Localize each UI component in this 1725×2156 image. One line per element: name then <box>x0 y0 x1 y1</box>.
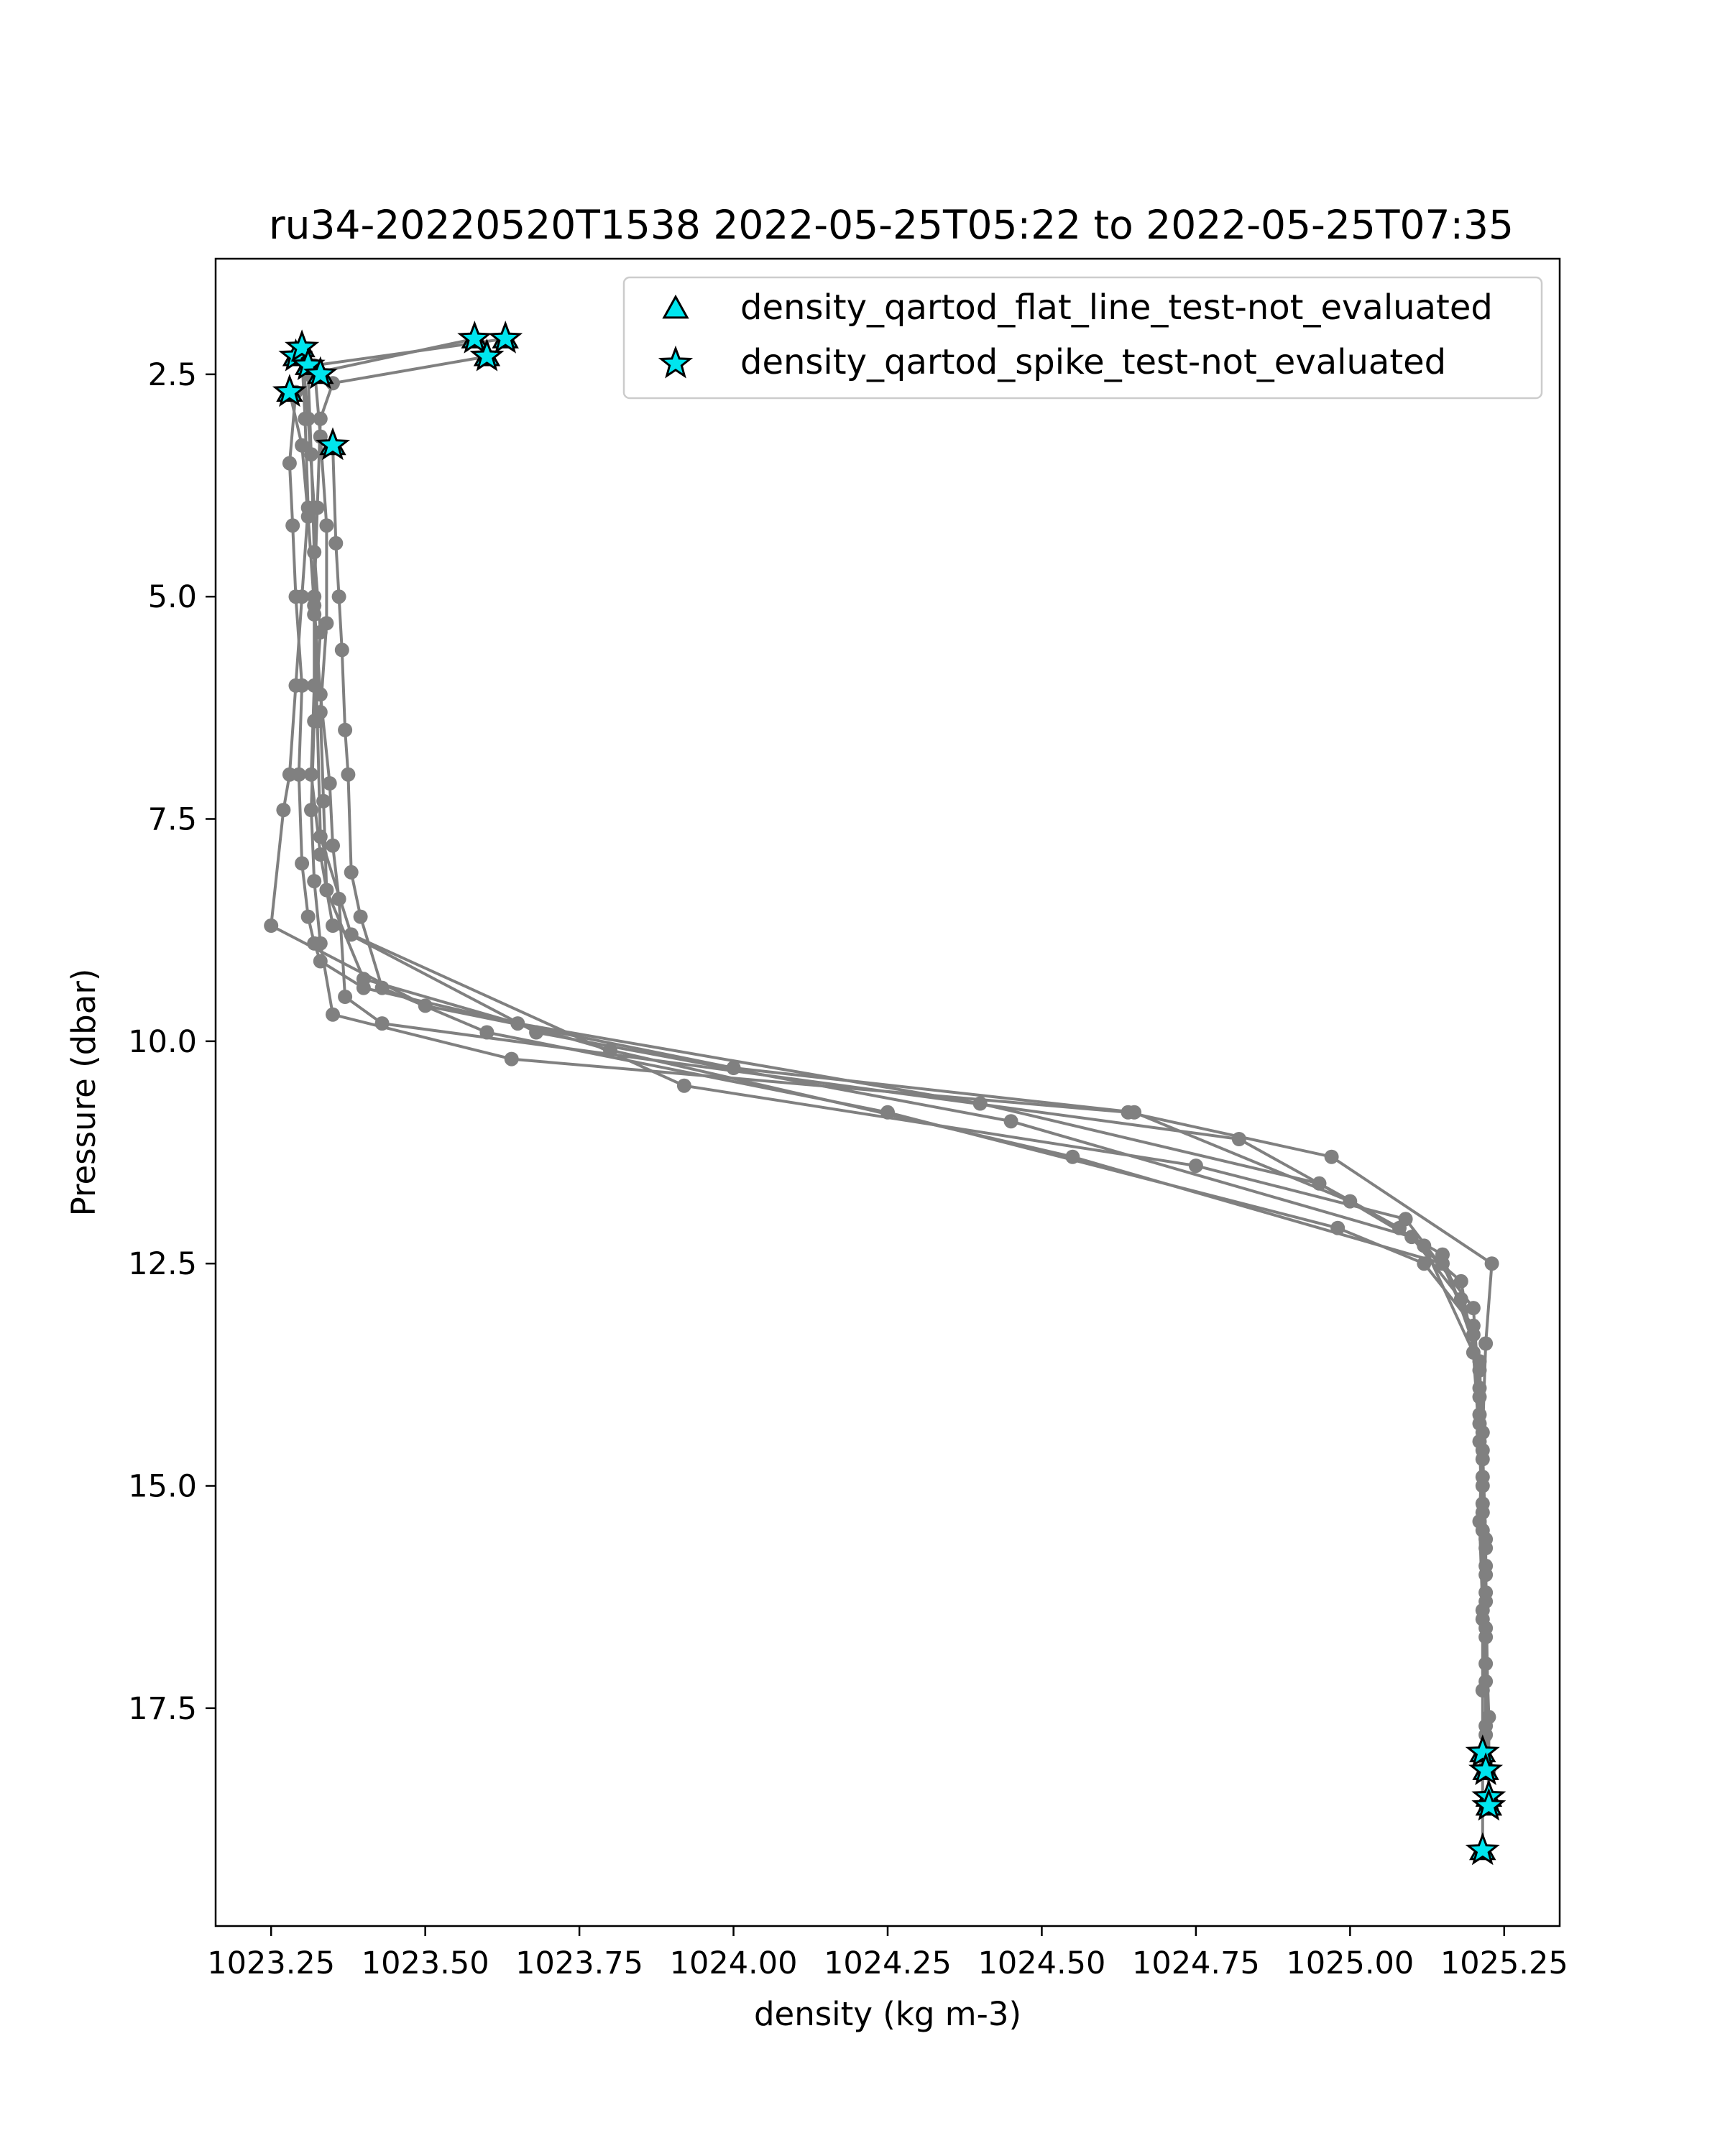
spike-marker <box>488 321 523 354</box>
y-tick-label: 10.0 <box>128 1024 197 1060</box>
profile-point <box>322 776 337 791</box>
profile-point <box>1330 1220 1346 1235</box>
profile-point <box>276 803 291 818</box>
spike-marker <box>1465 1832 1500 1866</box>
spike-marker <box>272 374 307 407</box>
legend-triangle-marker <box>662 294 689 319</box>
x-tick-label: 1023.25 <box>207 1945 335 1981</box>
profile-point <box>310 714 325 729</box>
profile-point <box>1324 1149 1339 1164</box>
profile-point <box>1003 1114 1018 1129</box>
spike-marker <box>1471 1787 1506 1821</box>
x-tick-label: 1025.25 <box>1440 1945 1568 1981</box>
profile-point <box>504 1051 519 1067</box>
profile-point <box>304 803 318 818</box>
y-tick-label: 5.0 <box>148 579 197 615</box>
y-tick-label: 15.0 <box>128 1469 197 1505</box>
x-tick-label: 1024.50 <box>978 1945 1106 1981</box>
profile-point <box>353 909 368 924</box>
profile-point <box>1466 1301 1481 1316</box>
spike-marker <box>303 356 338 390</box>
legend-star-marker <box>658 345 694 379</box>
profile-point <box>344 927 359 942</box>
profile-point <box>1475 1603 1490 1618</box>
spike-marker <box>1468 1752 1504 1785</box>
spike-marker <box>1465 1734 1500 1768</box>
profile-point <box>313 625 328 640</box>
profile-point <box>338 722 353 737</box>
spike-marker <box>469 338 505 372</box>
profile-point <box>479 1025 494 1040</box>
profile-point <box>264 918 279 933</box>
profile-point <box>313 936 328 951</box>
profile-point <box>326 918 340 933</box>
spike-marker <box>315 427 351 461</box>
profile-point <box>313 829 328 844</box>
profile-point <box>282 456 297 471</box>
x-tick-label: 1023.75 <box>515 1945 643 1981</box>
profile-point <box>356 972 371 987</box>
profile-point <box>331 589 346 604</box>
x-tick-label: 1024.75 <box>1132 1945 1260 1981</box>
profile-point <box>285 518 300 533</box>
profile-point <box>319 518 334 533</box>
profile-point <box>328 535 344 550</box>
x-tick-label: 1024.00 <box>670 1945 798 1981</box>
x-tick-label: 1024.25 <box>824 1945 952 1981</box>
y-axis: 2.5 5.0 7.5 10.0 12.5 15.0 17.5 <box>128 357 216 1727</box>
profile-point <box>307 874 322 889</box>
profile-point <box>282 767 297 782</box>
chart-title: ru34-20220520T1538 2022-05-25T05:22 to 2… <box>269 202 1514 248</box>
profile-point <box>344 865 359 880</box>
profile-point <box>295 856 310 871</box>
profile-point <box>1475 1478 1490 1493</box>
profile-point <box>338 990 353 1004</box>
profile-point <box>1478 1336 1494 1351</box>
spike-marker <box>285 329 320 363</box>
profile-point <box>1472 1389 1487 1404</box>
y-tick-label: 17.5 <box>128 1691 197 1727</box>
profile-point <box>295 589 310 604</box>
spike-markers <box>272 321 1506 1866</box>
profile-point <box>300 411 316 426</box>
profile-point <box>334 642 349 658</box>
profile-point <box>1484 1256 1499 1271</box>
profile-point <box>1478 1718 1494 1733</box>
profile-point <box>295 438 310 453</box>
y-tick-label: 2.5 <box>148 357 197 393</box>
profile-point <box>326 1007 340 1022</box>
profile-point <box>300 909 316 924</box>
y-axis-label: Pressure (dbar) <box>65 969 103 1217</box>
legend-label-spike: density_qartod_spike_test-not_evaluated <box>740 342 1446 382</box>
spike-marker <box>457 321 492 354</box>
profile-point <box>1121 1105 1136 1120</box>
profile-point <box>1478 1657 1494 1671</box>
x-tick-label: 1023.50 <box>362 1945 489 1981</box>
x-axis-label: density (kg m-3) <box>754 1995 1021 2033</box>
profiles-layer <box>264 331 1499 1858</box>
profile-point <box>288 678 303 693</box>
profile-point <box>1398 1212 1413 1227</box>
profile-point <box>307 500 322 515</box>
x-axis: 1023.25 1023.50 1023.75 1024.00 1024.25 1024.… <box>207 1926 1568 1981</box>
y-tick-label: 7.5 <box>148 802 197 838</box>
profile-point <box>307 607 322 622</box>
profile-point <box>313 411 328 426</box>
legend-label-flat-line: density_qartod_flat_line_test-not_evalua… <box>740 287 1493 328</box>
profile-point <box>1475 1425 1490 1440</box>
profile-point <box>341 767 356 782</box>
y-tick-label: 12.5 <box>128 1246 197 1282</box>
profile-point <box>319 883 334 898</box>
profile-point <box>676 1078 691 1093</box>
legend-box <box>622 276 1543 400</box>
profile-point <box>1188 1158 1203 1174</box>
x-tick-label: 1025.00 <box>1286 1945 1414 1981</box>
profile-point <box>374 980 390 995</box>
profile-point <box>1417 1256 1432 1271</box>
profile-point <box>326 838 340 853</box>
legend: density_qartod_flat_line_test-not_evalua… <box>622 276 1543 400</box>
profile-point <box>1478 1567 1494 1583</box>
